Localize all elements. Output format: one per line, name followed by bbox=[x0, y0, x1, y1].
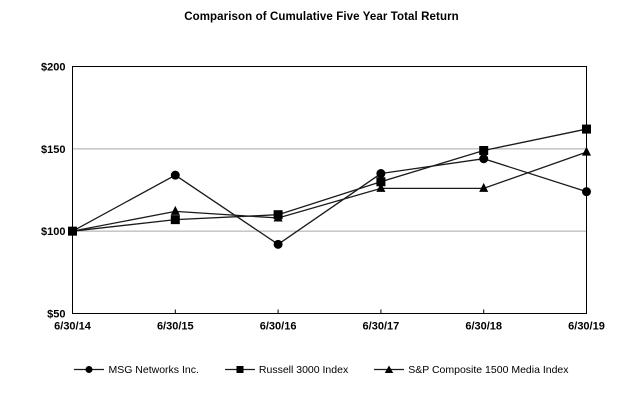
svg-text:6/30/16: 6/30/16 bbox=[260, 321, 297, 333]
circle-marker-icon bbox=[74, 366, 105, 373]
svg-text:6/30/17: 6/30/17 bbox=[363, 321, 400, 333]
legend-item-sp-1500-media: S&P Composite 1500 Media Index bbox=[374, 363, 569, 376]
triangle-marker-icon bbox=[374, 365, 405, 373]
chart-title: Comparison of Cumulative Five Year Total… bbox=[184, 11, 459, 23]
legend-label-sp-1500-media: S&P Composite 1500 Media Index bbox=[408, 363, 569, 376]
svg-text:$150: $150 bbox=[41, 144, 65, 156]
legend-label-msg-networks: MSG Networks Inc. bbox=[108, 363, 199, 376]
svg-text:6/30/19: 6/30/19 bbox=[568, 321, 605, 333]
chart-legend: MSG Networks Inc. Russell 3000 Index S&P… bbox=[0, 363, 643, 376]
svg-text:6/30/15: 6/30/15 bbox=[157, 321, 194, 333]
svg-text:6/30/14: 6/30/14 bbox=[54, 321, 92, 333]
svg-text:$50: $50 bbox=[47, 309, 65, 321]
legend-item-russell-3000: Russell 3000 Index bbox=[224, 363, 349, 376]
svg-text:$200: $200 bbox=[41, 62, 65, 74]
legend-item-msg-networks: MSG Networks Inc. bbox=[74, 363, 199, 376]
svg-text:$100: $100 bbox=[41, 226, 65, 238]
legend-label-russell-3000: Russell 3000 Index bbox=[258, 363, 349, 376]
svg-text:6/30/18: 6/30/18 bbox=[465, 321, 502, 333]
square-marker-icon bbox=[224, 366, 255, 373]
